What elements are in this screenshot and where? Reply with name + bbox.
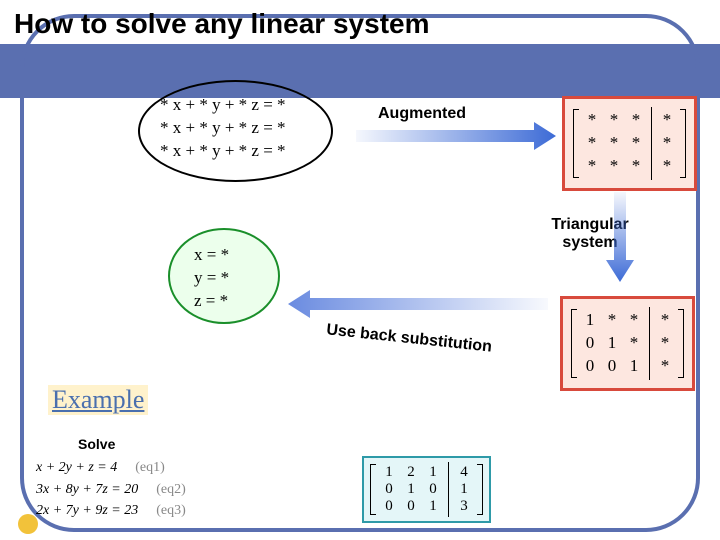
triangular-matrix: 1***01**001*	[560, 296, 695, 391]
arrow-left-icon	[288, 290, 548, 318]
example-matrix: 121401010013	[362, 456, 491, 523]
example-equations: x + 2y + z = 4(eq1)3x + 8y + 7z = 20(eq2…	[36, 457, 186, 522]
eq-line: * x + * y + * z = *	[160, 94, 286, 117]
corner-dot	[18, 514, 38, 534]
augmented-matrix: ************	[562, 96, 697, 191]
sol-line: y = *	[194, 267, 229, 290]
solve-label: Solve	[78, 436, 115, 452]
example-heading: Example	[48, 385, 148, 415]
solution-box: x = * y = * z = *	[184, 238, 239, 319]
arrow-down-icon	[606, 192, 634, 282]
eq-line: * x + * y + * z = *	[160, 117, 286, 140]
linear-system: * x + * y + * z = * * x + * y + * z = * …	[150, 88, 296, 169]
augmented-label: Augmented	[378, 105, 466, 123]
eq-line: * x + * y + * z = *	[160, 140, 286, 163]
arrow-right-icon	[356, 122, 556, 150]
sol-line: z = *	[194, 290, 229, 313]
slide-title: How to solve any linear system	[14, 8, 430, 40]
slide-border	[20, 14, 700, 532]
sol-line: x = *	[194, 244, 229, 267]
